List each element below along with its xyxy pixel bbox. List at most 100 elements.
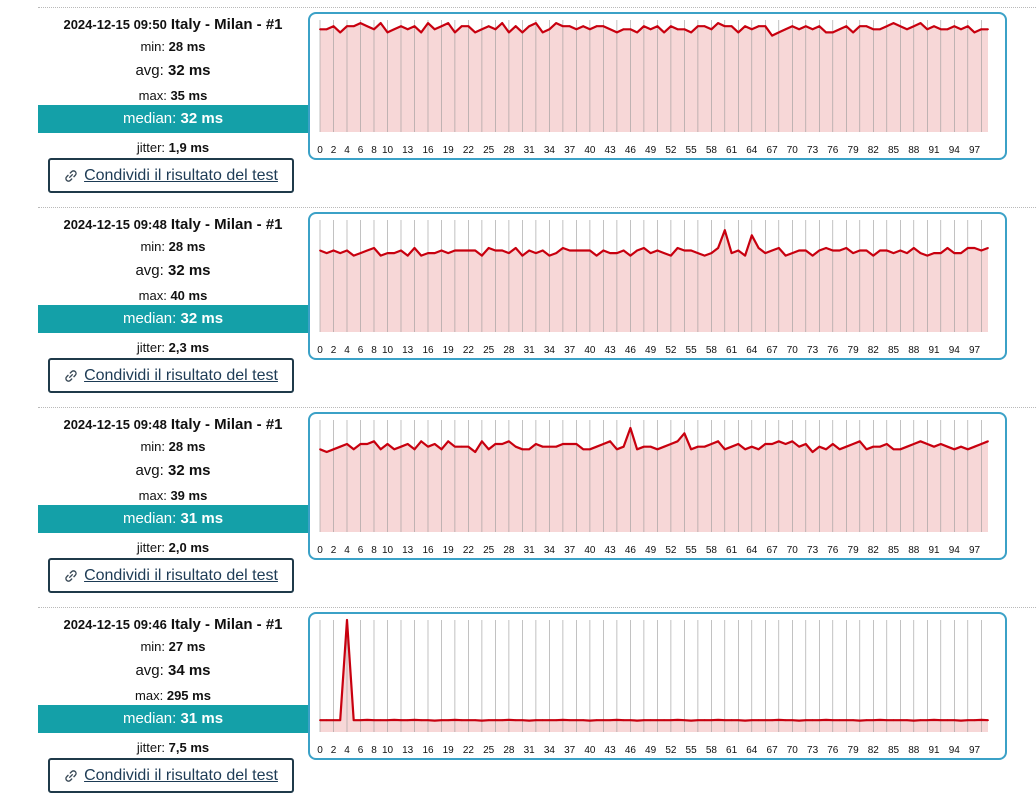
latency-point <box>973 31 976 34</box>
x-tick-label: 19 <box>443 545 455 556</box>
latency-point <box>629 427 632 429</box>
x-tick-label: 79 <box>848 545 860 556</box>
latency-point <box>656 249 659 252</box>
latency-point <box>636 31 638 34</box>
x-tick-label: 70 <box>787 745 799 756</box>
share-result-label[interactable]: Condividi il risultato del test <box>84 166 278 184</box>
latency-point <box>440 249 443 252</box>
avg-label: avg: <box>135 262 164 279</box>
median-label: median: <box>122 710 177 727</box>
test-title: 2024-12-15 09:48 Italy - Milan - #1 <box>38 216 308 233</box>
x-tick-label: 76 <box>827 545 839 556</box>
x-tick-label: 58 <box>706 345 718 356</box>
share-result-label[interactable]: Condividi il risultato del test <box>84 566 278 584</box>
x-tick-label: 22 <box>463 745 475 756</box>
x-tick-label: 25 <box>483 745 495 756</box>
share-result-label[interactable]: Condividi il risultato del test <box>84 366 278 384</box>
latency-point <box>892 719 895 722</box>
x-tick-label: 49 <box>645 745 657 756</box>
test-result-card: 2024-12-15 09:46 Italy - Milan - #1 min: … <box>38 607 1036 808</box>
latency-point <box>535 22 537 24</box>
latency-point <box>757 25 760 28</box>
latency-point <box>643 719 645 722</box>
latency-point <box>697 719 699 722</box>
x-tick-label: 76 <box>827 145 839 156</box>
x-tick-label: 8 <box>371 545 377 556</box>
test-title: 2024-12-15 09:50 Italy - Milan - #1 <box>38 16 308 33</box>
latency-point <box>764 252 767 254</box>
latency-point <box>339 719 342 722</box>
test-timestamp: 2024-12-15 09:48 <box>63 217 167 232</box>
latency-point <box>825 448 827 451</box>
latency-point <box>919 719 922 722</box>
share-result-button[interactable]: Condividi il risultato del test <box>48 358 294 393</box>
x-tick-label: 82 <box>868 745 880 756</box>
jitter-stat: jitter: 2,0 ms <box>38 540 308 555</box>
latency-point <box>474 719 477 722</box>
latency-point <box>366 443 369 445</box>
latency-point <box>683 28 686 31</box>
latency-point <box>723 229 726 232</box>
latency-point <box>912 443 915 445</box>
x-tick-label: 97 <box>969 745 981 756</box>
share-result-button[interactable]: Condividi il risultato del test <box>48 558 294 593</box>
avg-stat: avg: 34 ms <box>38 662 308 679</box>
latency-point <box>946 719 949 722</box>
latency-point <box>825 719 827 721</box>
latency-point <box>798 249 800 252</box>
latency-point <box>562 247 564 249</box>
latency-point <box>332 249 335 252</box>
latency-point <box>818 25 821 28</box>
x-tick-label: 88 <box>908 345 920 356</box>
latency-point <box>811 254 814 257</box>
latency-point <box>764 443 767 445</box>
latency-point <box>649 252 652 254</box>
max-label: max: <box>138 88 167 103</box>
latency-point <box>393 28 396 31</box>
latency-point <box>683 249 686 252</box>
latency-point <box>582 448 585 451</box>
share-result-label[interactable]: Condividi il risultato del test <box>84 766 278 784</box>
max-value: 40 ms <box>170 288 208 303</box>
latency-point <box>440 25 443 28</box>
latency-point <box>325 252 328 254</box>
x-tick-label: 4 <box>344 545 350 556</box>
x-tick-label: 49 <box>645 545 657 556</box>
x-tick-label: 28 <box>503 545 515 556</box>
latency-point <box>845 719 848 722</box>
latency-point <box>609 28 611 31</box>
latency-point <box>501 719 504 722</box>
share-result-button[interactable]: Condividi il risultato del test <box>48 158 294 193</box>
latency-point <box>447 719 450 722</box>
latency-point <box>508 252 510 254</box>
latency-point <box>939 719 942 722</box>
share-result-button[interactable]: Condividi il risultato del test <box>48 758 294 793</box>
latency-point <box>535 252 537 254</box>
jitter-stat: jitter: 7,5 ms <box>38 740 308 755</box>
avg-stat: avg: 32 ms <box>38 462 308 479</box>
x-tick-label: 67 <box>767 745 779 756</box>
latency-point <box>980 249 983 252</box>
latency-chart-svg: 0 2 4 6 8 10 13 16 19 22 25 28 31 34 37 40 43 46 49 52 55 58 6… <box>317 20 989 156</box>
x-tick-label: 88 <box>908 545 920 556</box>
latency-point <box>784 28 787 31</box>
latency-point <box>514 25 517 28</box>
latency-point <box>447 440 450 443</box>
x-tick-label: 34 <box>544 745 556 756</box>
link-icon <box>65 769 77 782</box>
latency-point <box>332 719 335 722</box>
latency-line <box>320 618 989 722</box>
latency-point <box>852 443 854 445</box>
latency-point <box>373 28 375 31</box>
test-result-card: 2024-12-15 09:48 Italy - Milan - #1 min: … <box>38 407 1036 608</box>
latency-point <box>548 719 551 722</box>
x-tick-label: 10 <box>382 345 394 356</box>
latency-point <box>636 448 638 451</box>
test-timestamp: 2024-12-15 09:46 <box>63 617 167 632</box>
x-tick-label: 61 <box>726 545 738 556</box>
latency-point <box>433 28 436 31</box>
latency-point <box>912 247 915 249</box>
latency-line <box>319 426 989 454</box>
x-tick-label: 16 <box>422 345 434 356</box>
latency-point <box>656 25 659 28</box>
